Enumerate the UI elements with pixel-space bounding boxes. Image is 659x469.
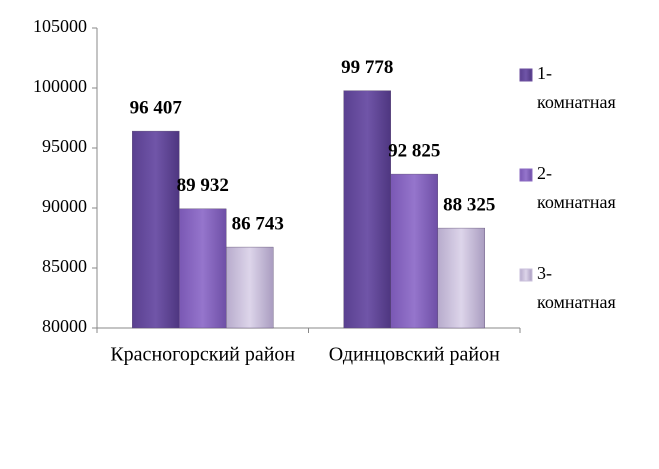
data-label: 88 325 xyxy=(443,194,495,215)
bar xyxy=(343,90,391,329)
bar xyxy=(226,246,274,329)
y-tick-label: 100000 xyxy=(33,76,87,96)
legend-swatch xyxy=(519,68,533,82)
data-label: 89 932 xyxy=(177,175,229,196)
legend-swatch xyxy=(519,268,533,282)
y-tick-label: 105000 xyxy=(33,16,87,36)
legend-label: 2- комнатная xyxy=(537,163,616,212)
legend-label: 3- комнатная xyxy=(537,263,616,312)
legend-label: 1- комнатная xyxy=(537,63,616,112)
bar xyxy=(179,208,227,329)
y-tick-label: 90000 xyxy=(42,196,87,216)
y-tick-label: 95000 xyxy=(42,136,87,156)
bar xyxy=(437,227,485,329)
y-tick-label: 80000 xyxy=(42,316,87,336)
data-label: 96 407 xyxy=(130,97,183,118)
x-tick-label: Одинцовский район xyxy=(329,344,500,366)
bar xyxy=(390,173,438,329)
bar xyxy=(132,130,180,329)
data-label: 99 778 xyxy=(341,57,393,78)
data-label: 92 825 xyxy=(388,140,440,161)
data-label: 86 743 xyxy=(232,213,284,234)
legend-swatch xyxy=(519,168,533,182)
y-tick-label: 85000 xyxy=(42,256,87,276)
x-tick-label: Красногорский район xyxy=(110,344,295,366)
